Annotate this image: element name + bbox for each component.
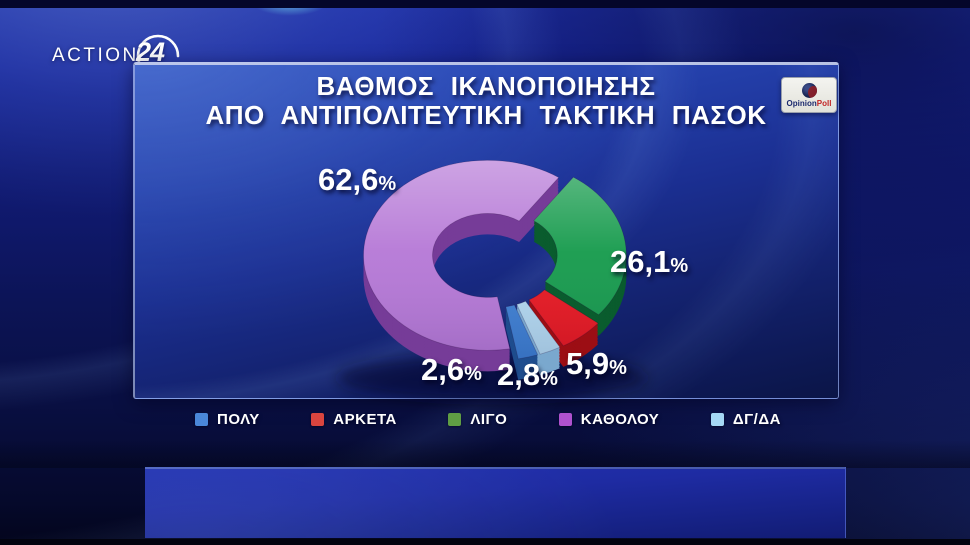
percent-sign: %	[609, 357, 627, 379]
legend-item-0: ΠΟΛΥ	[195, 411, 260, 428]
legend-swatch	[448, 412, 462, 426]
slice-value: 26,1	[610, 244, 671, 279]
opinion-poll-label: OpinionPoll	[787, 99, 832, 108]
slice-label-katholou: 62,6%	[318, 162, 396, 198]
legend-swatch	[558, 412, 572, 426]
chart-title-line2: ΑΠΟ ΑΝΤΙΠΟΛΙΤΕΥΤΙΚΗ ΤΑΚΤΙΚΗ ΠΑΣΟΚ	[205, 100, 767, 130]
legend-swatch	[195, 412, 208, 426]
slice-value: 2,8	[497, 357, 541, 392]
bottom-dark-strip	[0, 539, 970, 545]
slice-label-poly: 2,6%	[421, 352, 482, 388]
legend-label: ΔΓ/ΔΑ	[732, 410, 781, 428]
legend-swatch	[311, 412, 325, 426]
slice-value: 5,9	[566, 346, 610, 381]
legend-item-4: ΔΓ/ΔΑ	[710, 410, 781, 428]
legend-label: ΑΡΚΕΤΑ	[333, 410, 397, 428]
opinion-poll-sphere-icon	[801, 82, 817, 98]
legend-item-2: ΛΙΓΟ	[448, 411, 507, 428]
legend-label: ΛΙΓΟ	[470, 410, 508, 428]
slice-label-arketa: 5,9%	[566, 346, 627, 382]
opinion-poll-badge: OpinionPoll	[781, 77, 837, 113]
legend-label: ΠΟΛΥ	[217, 410, 260, 428]
legend-swatch	[710, 412, 724, 426]
legend-item-1: ΑΡΚΕΤΑ	[311, 411, 397, 428]
slice-label-ligo: 26,1%	[610, 244, 688, 280]
top-dark-strip	[0, 0, 970, 8]
chart-title: ΒΑΘΜΟΣ ΙΚΑΝΟΠΟΙΗΣΗΣ ΑΠΟ ΑΝΤΙΠΟΛΙΤΕΥΤΙΚΗ …	[133, 72, 839, 130]
legend-item-3: ΚΑΘΟΛΟΥ	[558, 410, 660, 428]
percent-sign: %	[540, 368, 558, 390]
percent-sign: %	[378, 173, 397, 195]
slice-value: 2,6	[421, 352, 465, 387]
floor-glow	[0, 440, 970, 468]
opinion-poll-label-part1: Opinion	[786, 98, 817, 108]
channel-logo-text: ACTION	[52, 45, 139, 66]
chart-legend: ΠΟΛΥ ΑΡΚΕΤΑ ΛΙΓΟ ΚΑΘΟΛΟΥ ΔΓ/ΔΑ	[133, 405, 839, 433]
chart-title-line1: ΒΑΘΜΟΣ ΙΚΑΝΟΠΟΙΗΣΗΣ	[316, 71, 656, 101]
percent-sign: %	[464, 363, 482, 385]
floor-reflection-panel	[145, 467, 846, 538]
slice-value: 62,6	[318, 162, 379, 197]
opinion-poll-label-part2: Poll	[816, 98, 832, 108]
slice-label-dgda: 2,8%	[497, 357, 558, 393]
percent-sign: %	[670, 255, 689, 277]
legend-label: ΚΑΘΟΛΟΥ	[580, 410, 660, 428]
